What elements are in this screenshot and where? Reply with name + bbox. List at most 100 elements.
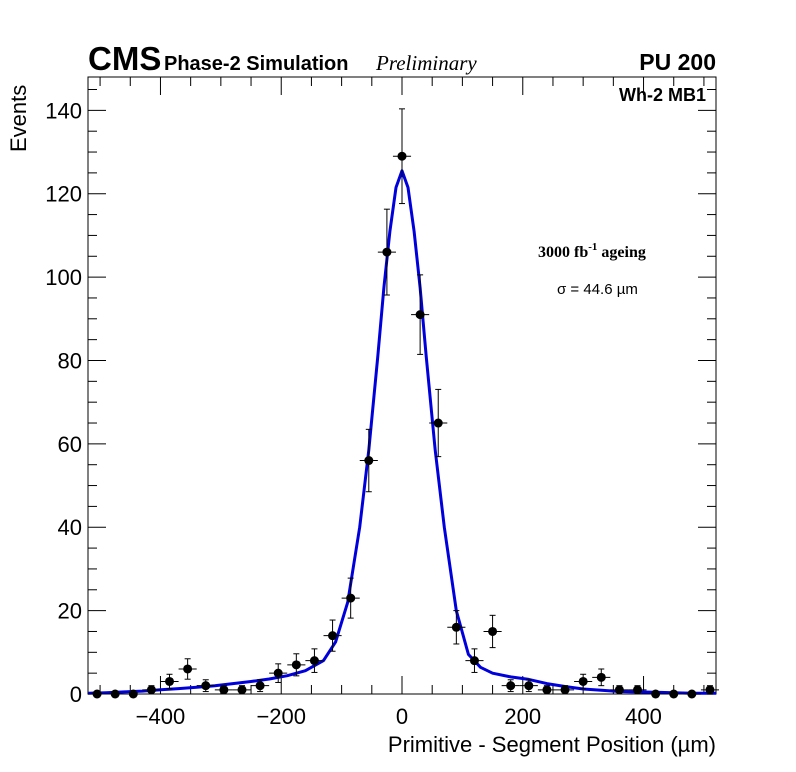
data-marker [578, 676, 588, 686]
data-marker [451, 622, 461, 632]
ageing-prefix: 3000 fb [538, 244, 588, 261]
y-tick-label: 140 [45, 98, 82, 123]
data-point [196, 679, 215, 693]
data-marker [364, 456, 374, 466]
data-marker [128, 689, 138, 699]
y-tick-label: 40 [58, 515, 82, 540]
data-point [465, 648, 484, 673]
data-point [160, 673, 179, 690]
data-marker [542, 685, 552, 695]
data-marker [237, 685, 247, 695]
y-axis-title: Events [6, 85, 31, 152]
data-point [610, 685, 629, 695]
data-point [88, 689, 107, 699]
ageing-suffix: ageing [597, 244, 645, 261]
data-marker [415, 310, 425, 320]
data-marker [397, 151, 407, 161]
data-marker [346, 593, 356, 603]
x-tick-labels: −400 −200 0 200 400 [136, 704, 662, 729]
x-tick-label: 0 [396, 704, 408, 729]
data-point [429, 388, 448, 458]
data-point [178, 658, 197, 680]
axis-ticks [88, 77, 716, 695]
data-marker [596, 672, 606, 682]
data-point [377, 208, 396, 296]
data-point [142, 685, 161, 695]
y-tick-label: 0 [70, 682, 82, 707]
x-axis-title: Primitive - Segment Position (µm) [388, 732, 716, 757]
data-point [574, 673, 593, 690]
ageing-label: 3000 fb-1 ageing [538, 241, 646, 261]
data-marker [560, 685, 570, 695]
data-point [214, 685, 233, 695]
data-point [287, 653, 306, 677]
y-tick-label: 20 [58, 599, 82, 624]
x-tick-label: 400 [625, 704, 662, 729]
data-marker [110, 689, 120, 699]
data-marker [705, 685, 715, 695]
data-point [269, 663, 288, 683]
data-marker [273, 668, 283, 678]
simulation-label: Phase-2 Simulation [164, 53, 349, 75]
y-tick-label: 100 [45, 265, 82, 290]
pileup-label: PU 200 [639, 49, 716, 75]
data-point [359, 428, 378, 493]
data-marker [146, 685, 156, 695]
data-marker [219, 685, 229, 695]
data-marker [255, 681, 265, 691]
data-marker [291, 660, 301, 670]
data-point [323, 619, 342, 652]
x-tick-label: −200 [256, 704, 306, 729]
data-point [646, 689, 665, 699]
data-point [501, 679, 520, 693]
data-point [392, 108, 412, 205]
data-marker [309, 656, 319, 666]
preliminary-label: Preliminary [375, 51, 477, 75]
y-tick-label: 80 [58, 348, 82, 373]
y-tick-label: 60 [58, 432, 82, 457]
data-marker [669, 689, 679, 699]
y-tick-labels: 0 20 40 60 80 100 120 140 [45, 98, 82, 707]
data-marker [633, 685, 642, 695]
data-point [664, 689, 683, 699]
sigma-label: σ = 44.6 µm [557, 281, 638, 298]
data-marker [469, 656, 479, 666]
data-point [483, 614, 502, 649]
station-label: Wh-2 MB1 [619, 85, 706, 105]
data-marker [183, 664, 193, 674]
data-point [592, 668, 611, 687]
x-tick-label: 200 [504, 704, 541, 729]
data-point [411, 274, 430, 355]
data-point [447, 610, 466, 645]
data-points-group [88, 108, 720, 699]
data-point [106, 689, 125, 699]
data-point [519, 679, 538, 693]
data-point [537, 685, 556, 695]
ageing-exponent: -1 [588, 241, 597, 253]
data-marker [382, 247, 392, 257]
data-point [232, 685, 252, 695]
data-marker [506, 681, 516, 691]
data-point [305, 648, 324, 673]
data-marker [165, 676, 175, 686]
data-marker [524, 681, 534, 691]
data-point [555, 685, 575, 695]
cms-label: CMS [88, 40, 161, 77]
data-point [341, 577, 360, 619]
data-point [251, 679, 270, 693]
data-marker [201, 681, 211, 691]
data-marker [651, 689, 661, 699]
data-marker [92, 689, 102, 699]
x-tick-label: −400 [136, 704, 186, 729]
data-point [700, 685, 720, 695]
data-point [124, 689, 143, 699]
data-marker [433, 418, 443, 428]
y-tick-label: 120 [45, 182, 82, 207]
data-marker [687, 689, 697, 699]
data-marker [488, 626, 498, 636]
data-point [682, 689, 701, 699]
data-marker [614, 685, 624, 695]
data-marker [328, 631, 338, 641]
data-point [628, 685, 647, 695]
